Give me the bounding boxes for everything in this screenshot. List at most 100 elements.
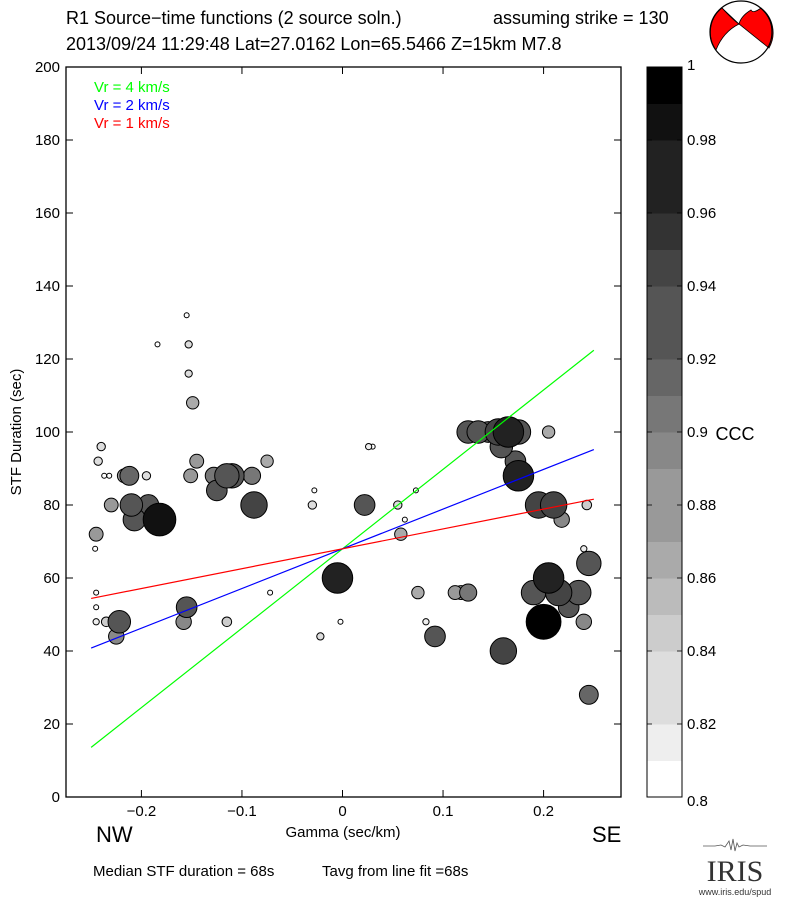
- data-point: [422, 618, 430, 626]
- colorbar-tick-label: 0.88: [687, 497, 716, 514]
- data-point: [141, 471, 152, 481]
- colorbar-tick-label: 0.86: [687, 570, 716, 587]
- axes: −0.2 −0.1 0 0.1 0.2 0 20 40 60 80 100 120 140 160 180 2…: [35, 59, 622, 820]
- colorbar-band: [647, 505, 682, 542]
- data-point: [101, 472, 108, 479]
- data-point: [401, 516, 408, 523]
- data-point: [576, 550, 602, 577]
- x-axis-label: Gamma (sec/km): [285, 824, 400, 841]
- colorbar-band: [647, 687, 682, 725]
- legend-entry: Vr = 1 km/s: [94, 115, 170, 132]
- data-point: [119, 493, 144, 517]
- chart-title: R1 Source−time functions (2 source soln.…: [66, 8, 402, 28]
- data-point: [525, 603, 562, 640]
- colorbar-band: [647, 176, 682, 214]
- data-point: [103, 497, 119, 513]
- colorbar-band: [647, 578, 682, 615]
- beachball-icon: [709, 0, 774, 64]
- data-point: [411, 585, 425, 600]
- direction-nw: NW: [96, 822, 133, 847]
- data-point: [183, 312, 190, 319]
- data-point: [93, 589, 100, 596]
- y-tick-label: 80: [43, 497, 60, 514]
- colorbar-tick-label: 0.8: [687, 793, 708, 810]
- data-point: [532, 562, 565, 594]
- x-tick-label: 0.2: [533, 803, 554, 820]
- y-tick-label: 40: [43, 643, 60, 660]
- x-tick-label: 0.1: [433, 803, 454, 820]
- y-tick-label: 0: [52, 789, 60, 806]
- data-point: [189, 453, 205, 469]
- colorbar-tick-label: 1: [687, 57, 695, 74]
- colorbar-band: [647, 140, 682, 177]
- beachball-outline: [709, 0, 773, 64]
- tavg-fit: Tavg from line fit =68s: [322, 863, 468, 880]
- colorbar-band: [647, 67, 682, 104]
- data-point: [489, 637, 518, 665]
- data-point: [337, 618, 344, 625]
- data-point: [92, 545, 99, 552]
- data-point: [240, 491, 268, 519]
- data-point: [154, 341, 161, 348]
- y-tick-label: 20: [43, 716, 60, 733]
- colorbar-band: [647, 213, 682, 250]
- median-stf: Median STF duration = 68s: [93, 863, 274, 880]
- strike-label: assuming strike = 130: [493, 8, 669, 28]
- colorbar-band: [647, 614, 682, 652]
- data-point: [578, 684, 599, 705]
- x-tick-label: 0: [338, 803, 346, 820]
- data-point: [107, 610, 132, 634]
- legend-entry: Vr = 2 km/s: [94, 97, 170, 114]
- y-tick-label: 140: [35, 278, 60, 295]
- data-point: [93, 456, 103, 466]
- colorbar: 0.8 0.82 0.84 0.86 0.88 0.9 0.92 0.94 0.96 0.98 1: [646, 57, 716, 810]
- data-point: [92, 618, 100, 626]
- y-tick-label: 200: [35, 59, 60, 76]
- data-point: [186, 396, 200, 410]
- data-point: [580, 545, 588, 553]
- y-tick-label: 100: [35, 424, 60, 441]
- data-point: [267, 589, 274, 596]
- x-tick-label: −0.1: [227, 803, 257, 820]
- data-point: [364, 442, 373, 451]
- fit-line: [91, 498, 594, 600]
- legend-entry: Vr = 4 km/s: [94, 79, 170, 96]
- legend: Vr = 4 km/sVr = 2 km/sVr = 1 km/s: [94, 79, 170, 132]
- data-point: [93, 604, 100, 611]
- data-point: [96, 441, 106, 452]
- colorbar-band: [647, 322, 682, 360]
- data-point: [221, 616, 233, 628]
- colorbar-band: [647, 249, 682, 287]
- points-layer: [88, 312, 602, 705]
- data-point: [459, 583, 478, 602]
- colorbar-tick-label: 0.92: [687, 351, 716, 368]
- event-info: 2013/09/24 11:29:48 Lat=27.0162 Lon=65.5…: [66, 34, 562, 54]
- colorbar-tick-label: 0.84: [687, 643, 716, 660]
- y-tick-label: 160: [35, 205, 60, 222]
- data-point: [316, 632, 325, 641]
- colorbar-band: [647, 724, 682, 761]
- data-point: [311, 487, 318, 494]
- data-point: [260, 454, 274, 468]
- data-point: [184, 340, 193, 349]
- colorbar-band: [647, 103, 682, 141]
- colorbar-tick-label: 0.82: [687, 716, 716, 733]
- y-tick-label: 180: [35, 132, 60, 149]
- x-tick-label: −0.2: [127, 803, 157, 820]
- colorbar-tick-label: 0.94: [687, 278, 716, 295]
- seismogram-icon: [703, 838, 767, 852]
- data-point: [242, 466, 262, 485]
- iris-logo-text: IRIS: [706, 855, 764, 888]
- data-point: [214, 463, 240, 489]
- plot-frame: [65, 66, 622, 798]
- data-point: [353, 494, 376, 516]
- data-point: [183, 468, 199, 484]
- data-point: [502, 460, 535, 492]
- colorbar-band: [647, 468, 682, 506]
- data-point: [321, 562, 354, 594]
- colorbar-band: [647, 760, 682, 798]
- colorbar-label: CCC: [716, 424, 755, 444]
- colorbar-band: [647, 432, 682, 469]
- y-tick-label: 60: [43, 570, 60, 587]
